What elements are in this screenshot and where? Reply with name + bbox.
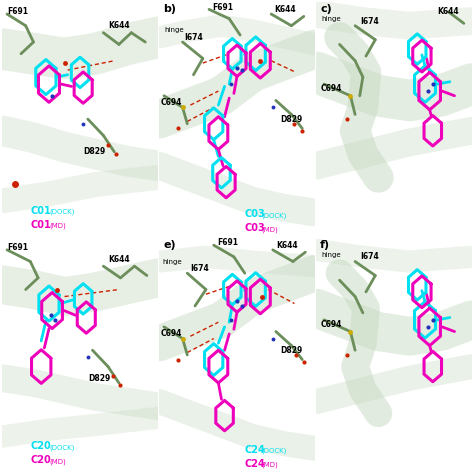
Text: F691: F691 xyxy=(7,243,28,252)
Text: e): e) xyxy=(163,240,176,250)
Text: C694: C694 xyxy=(321,84,342,93)
Text: C03: C03 xyxy=(245,209,265,219)
Text: (MD): (MD) xyxy=(49,458,66,465)
Text: I674: I674 xyxy=(360,17,379,26)
Text: F691: F691 xyxy=(217,238,238,247)
Text: C01: C01 xyxy=(30,219,51,230)
Text: (DOCK): (DOCK) xyxy=(262,448,287,455)
Text: I674: I674 xyxy=(191,264,209,273)
Text: K644: K644 xyxy=(108,255,130,264)
Text: C24: C24 xyxy=(245,445,265,455)
Text: f): f) xyxy=(320,240,330,250)
Text: C01: C01 xyxy=(30,206,51,216)
Text: C694: C694 xyxy=(161,98,182,107)
Text: C20: C20 xyxy=(30,456,51,465)
Text: K644: K644 xyxy=(274,5,296,14)
Text: K644: K644 xyxy=(108,21,130,30)
Text: D829: D829 xyxy=(281,346,303,355)
Text: I674: I674 xyxy=(360,252,379,261)
Text: b): b) xyxy=(163,4,176,14)
Text: (MD): (MD) xyxy=(49,223,66,229)
Text: C20: C20 xyxy=(30,441,51,451)
Text: (DOCK): (DOCK) xyxy=(49,209,74,215)
Text: I674: I674 xyxy=(184,33,203,42)
Text: hinge: hinge xyxy=(163,258,182,264)
Text: hinge: hinge xyxy=(164,27,183,33)
Text: hinge: hinge xyxy=(321,252,340,257)
Text: D829: D829 xyxy=(281,115,303,124)
Text: F691: F691 xyxy=(7,7,28,16)
Text: (MD): (MD) xyxy=(262,462,279,468)
Text: (DOCK): (DOCK) xyxy=(262,212,287,219)
Text: D829: D829 xyxy=(83,147,105,156)
Text: hinge: hinge xyxy=(321,16,340,22)
Text: K644: K644 xyxy=(276,241,298,250)
Text: K644: K644 xyxy=(438,7,459,16)
Text: (DOCK): (DOCK) xyxy=(49,445,74,451)
Text: F691: F691 xyxy=(212,2,233,11)
Text: C03: C03 xyxy=(245,223,265,233)
Text: C694: C694 xyxy=(321,320,342,329)
Text: C24: C24 xyxy=(245,459,265,469)
Text: D829: D829 xyxy=(88,374,110,383)
Text: c): c) xyxy=(320,4,332,14)
Text: (MD): (MD) xyxy=(262,226,279,233)
Text: C694: C694 xyxy=(161,329,182,338)
